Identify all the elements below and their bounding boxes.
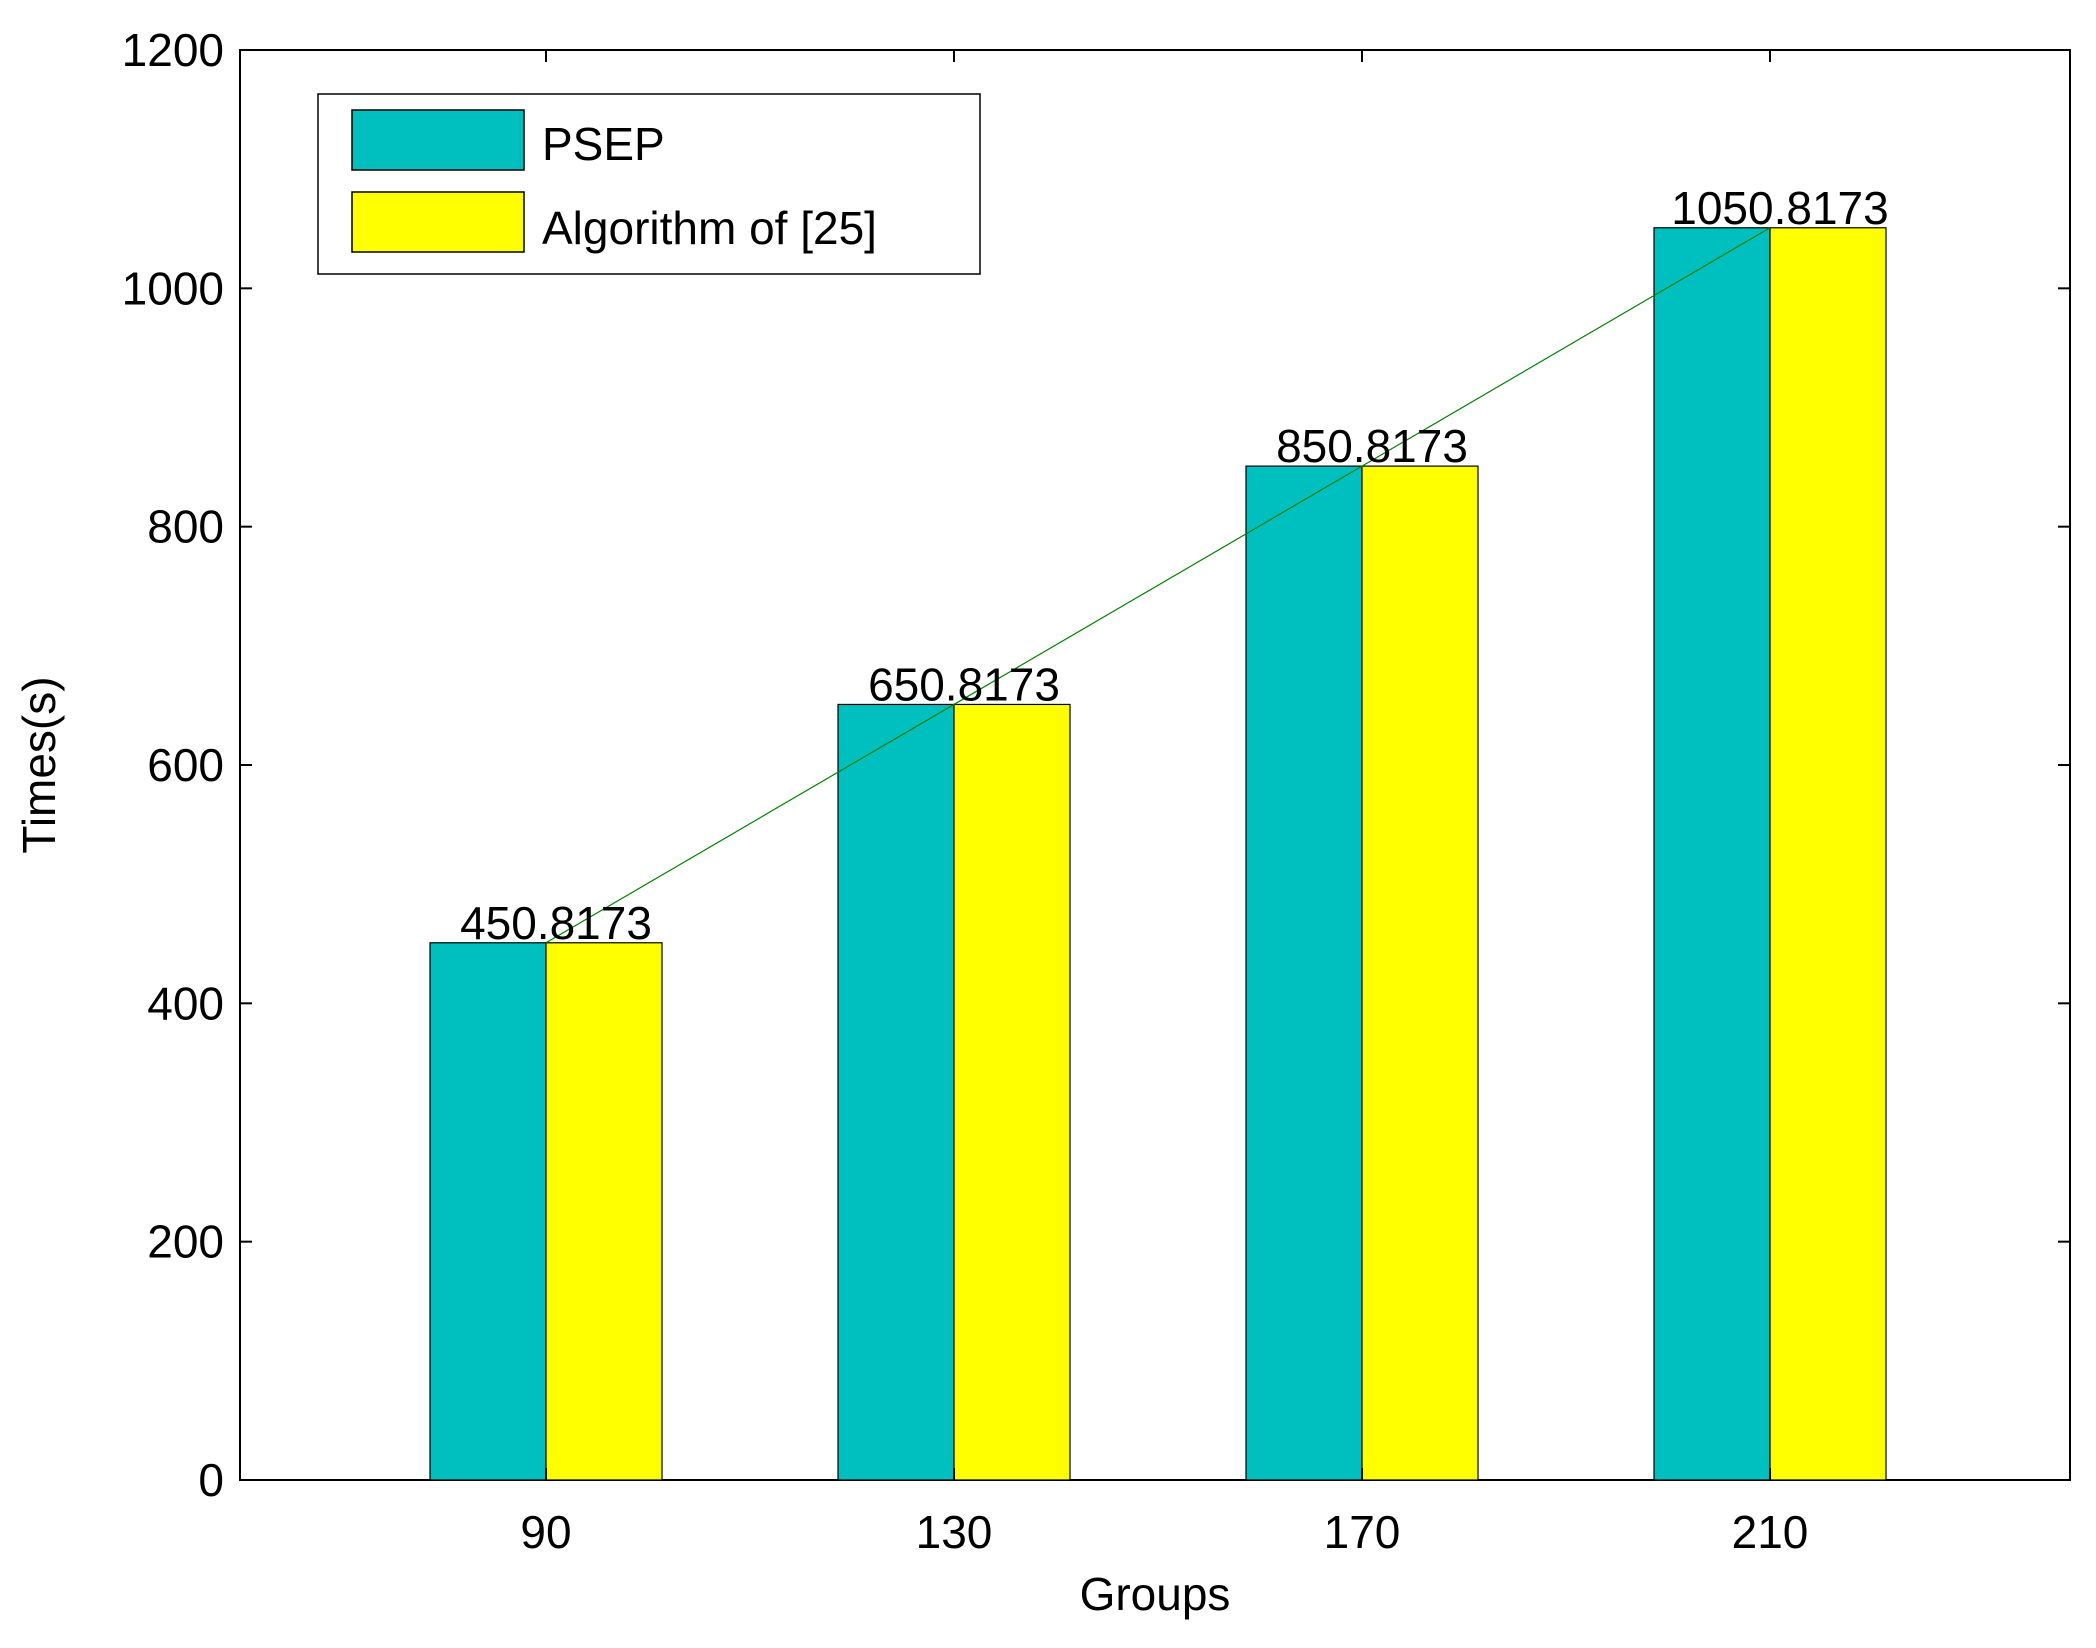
bar-psep-90 <box>429 942 547 1481</box>
x-axis: 90 130 170 210 <box>520 50 1808 1558</box>
data-labels-group: 450.8173 650.8173 850.8173 1050.8173 <box>460 182 1889 949</box>
bar-psep-130 <box>837 703 955 1481</box>
bars-group <box>429 227 1887 1481</box>
y-axis: 0 200 400 600 800 1000 1200 <box>122 24 2070 1506</box>
x-tick-label-130: 130 <box>916 1506 993 1558</box>
y-tick-label: 400 <box>147 977 224 1029</box>
trend-line <box>545 227 1771 944</box>
bar-algorithm-130 <box>953 703 1071 1481</box>
legend-swatch-psep <box>351 109 525 171</box>
y-tick-label: 200 <box>147 1216 224 1268</box>
data-label-210: 1050.8173 <box>1671 182 1888 234</box>
bar-psep-170 <box>1245 465 1363 1481</box>
x-tick-label-170: 170 <box>1324 1506 1401 1558</box>
bar-algorithm-170 <box>1361 465 1479 1481</box>
trend-line-group <box>545 227 1771 944</box>
x-tick-label-210: 210 <box>1732 1506 1809 1558</box>
legend-label-psep: PSEP <box>542 118 665 170</box>
y-tick-label: 800 <box>147 501 224 553</box>
data-label-90: 450.8173 <box>460 897 652 949</box>
x-axis-label: Groups <box>1080 1568 1231 1620</box>
y-tick-label: 1000 <box>122 262 224 314</box>
legend: PSEP Algorithm of [25] <box>317 93 981 275</box>
y-tick-label: 600 <box>147 739 224 791</box>
bar-psep-210 <box>1653 227 1771 1481</box>
bar-algorithm-90 <box>545 942 663 1481</box>
y-axis-label: Times(s) <box>13 676 65 853</box>
data-label-130: 650.8173 <box>868 658 1060 710</box>
y-tick-label: 1200 <box>122 24 224 76</box>
legend-swatch-algorithm <box>351 191 525 253</box>
x-tick-label-90: 90 <box>520 1506 571 1558</box>
data-label-170: 850.8173 <box>1276 420 1468 472</box>
legend-label-algorithm: Algorithm of [25] <box>542 202 877 254</box>
y-tick-label: 0 <box>198 1454 224 1506</box>
bar-algorithm-210 <box>1769 227 1887 1481</box>
